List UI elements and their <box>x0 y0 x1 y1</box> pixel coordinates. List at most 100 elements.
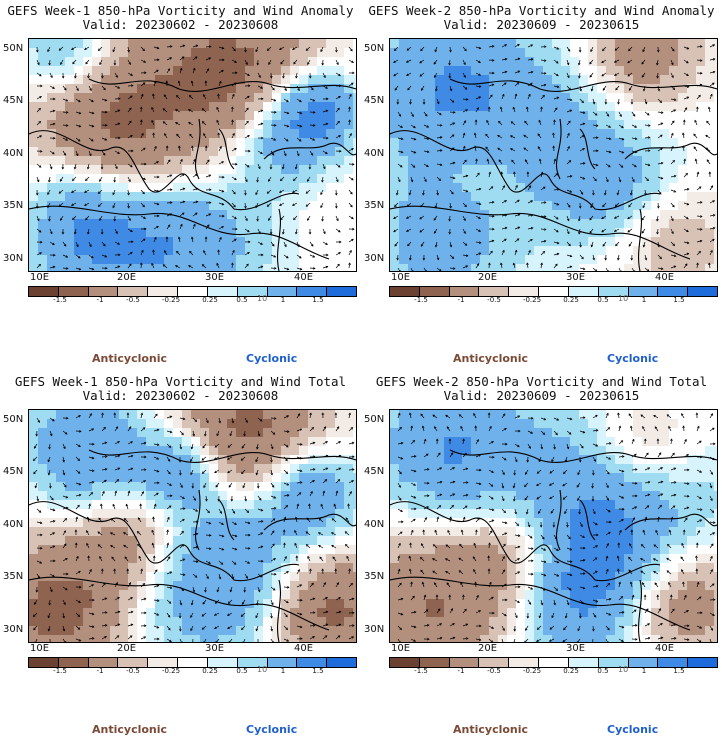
vorticity-cell <box>137 500 147 510</box>
vorticity-cell <box>101 437 111 447</box>
vorticity-cell <box>92 626 102 636</box>
vorticity-cell <box>164 48 174 58</box>
vorticity-cell <box>597 464 607 474</box>
vorticity-cell <box>173 617 183 627</box>
vorticity-cell <box>714 48 717 58</box>
vorticity-cell <box>83 129 93 139</box>
vorticity-cell <box>128 617 138 627</box>
wind-arrow <box>190 599 194 606</box>
wind-arrow <box>205 417 209 424</box>
vorticity-cell <box>453 255 463 265</box>
vorticity-cell <box>579 102 589 112</box>
vorticity-cell <box>317 66 327 76</box>
wind-arrow <box>436 189 439 196</box>
vorticity-cell <box>65 66 75 76</box>
wind-arrow <box>270 599 274 606</box>
vorticity-cell <box>209 174 219 184</box>
vorticity-cell <box>390 210 400 220</box>
vorticity-cell <box>408 491 418 501</box>
vorticity-cell <box>326 410 336 420</box>
vorticity-cell <box>29 509 39 519</box>
vorticity-cell <box>669 527 679 537</box>
vorticity-cell <box>182 228 192 238</box>
vorticity-cell <box>471 39 481 49</box>
vorticity-cell <box>417 111 427 121</box>
vorticity-cell <box>209 536 219 546</box>
vorticity-cell <box>615 500 625 510</box>
wind-arrow <box>36 176 40 183</box>
vorticity-cell <box>570 545 580 555</box>
vorticity-cell <box>218 246 228 256</box>
wind-arrow <box>179 187 186 191</box>
vorticity-cell <box>561 491 571 501</box>
vorticity-cell <box>651 48 661 58</box>
wind-arrow <box>293 176 298 182</box>
wind-arrow <box>322 97 329 101</box>
vorticity-cell <box>146 201 156 211</box>
vorticity-cell <box>444 446 454 456</box>
vorticity-cell <box>525 554 535 564</box>
colorbar-segment <box>148 287 179 296</box>
vorticity-cell <box>47 563 57 573</box>
wind-arrow <box>309 441 316 445</box>
vorticity-cell <box>245 147 255 157</box>
vorticity-cell <box>399 437 409 447</box>
vorticity-cell <box>227 536 237 546</box>
vorticity-cell <box>651 536 661 546</box>
vorticity-cell <box>633 518 643 528</box>
vorticity-cell <box>390 437 400 447</box>
vorticity-cell <box>29 599 39 609</box>
vorticity-cell <box>507 147 517 157</box>
vorticity-cell <box>633 419 643 429</box>
vorticity-cell <box>263 255 273 265</box>
vorticity-cell <box>588 437 598 447</box>
vorticity-cell <box>687 228 697 238</box>
wind-arrow <box>179 518 185 523</box>
vorticity-cell <box>660 66 670 76</box>
vorticity-cell <box>308 500 318 510</box>
vorticity-cell <box>399 57 409 67</box>
vorticity-cell <box>543 264 553 271</box>
vorticity-cell <box>624 102 634 112</box>
vorticity-cell <box>209 120 219 130</box>
wind-arrow <box>192 532 199 536</box>
vorticity-cell <box>110 509 120 519</box>
wind-arrow <box>322 150 328 155</box>
vorticity-cell <box>83 147 93 157</box>
vorticity-cell <box>65 446 75 456</box>
vorticity-cell <box>552 264 562 271</box>
vorticity-cell <box>588 255 598 265</box>
vorticity-cell <box>651 102 661 112</box>
vorticity-cell <box>182 491 192 501</box>
vorticity-cell <box>678 183 688 193</box>
vorticity-cell <box>353 237 356 247</box>
vorticity-cell <box>606 138 616 148</box>
vorticity-cell <box>299 455 309 465</box>
vorticity-cell <box>651 554 661 564</box>
vorticity-cell <box>128 491 138 501</box>
vorticity-cell <box>254 48 264 58</box>
wind-arrow <box>257 532 264 536</box>
vorticity-cell <box>56 428 66 438</box>
wind-arrow <box>204 80 208 87</box>
vorticity-cell <box>29 410 39 420</box>
wind-arrow <box>589 215 594 221</box>
coastline <box>29 205 330 260</box>
vorticity-cell <box>308 419 318 429</box>
vorticity-cell <box>38 491 48 501</box>
vorticity-cell <box>335 581 345 591</box>
vorticity-cell <box>29 246 39 256</box>
wind-arrow <box>257 163 261 170</box>
vorticity-cell <box>453 527 463 537</box>
vorticity-cell <box>56 518 66 528</box>
wind-arrow <box>188 94 194 100</box>
wind-arrow <box>84 202 90 206</box>
wind-arrow <box>47 189 51 196</box>
vorticity-cell <box>38 237 48 247</box>
vorticity-cell <box>489 75 499 85</box>
vorticity-cell <box>236 201 246 211</box>
vorticity-cell <box>290 228 300 238</box>
vorticity-cell <box>399 464 409 474</box>
wind-arrow <box>75 137 81 142</box>
vorticity-cell <box>552 428 562 438</box>
